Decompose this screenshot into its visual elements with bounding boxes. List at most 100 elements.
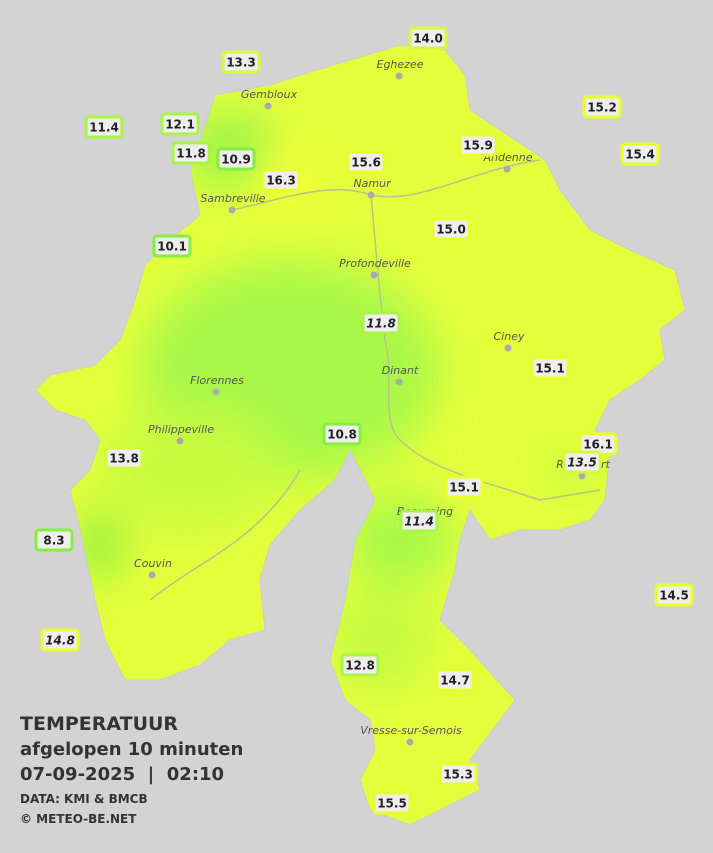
- temperature: 11.8: [366, 317, 396, 331]
- temperature: 11.8: [176, 147, 206, 161]
- temperature: 11.4: [404, 515, 434, 529]
- city-dot: [370, 271, 378, 279]
- station-label: 15.9: [458, 133, 498, 157]
- label-box: [104, 446, 144, 470]
- city-dot: [176, 437, 184, 445]
- city-name: Florennes: [190, 374, 244, 387]
- station-label: 13.5: [562, 450, 602, 474]
- station-label: 14.0: [408, 26, 448, 50]
- label-box: [340, 653, 380, 677]
- station-label: 15.0: [431, 217, 471, 241]
- station-label: 10.9: [216, 147, 256, 171]
- legend-timestamp: 07-09-2025 | 02:10: [20, 764, 224, 785]
- temperature: 10.8: [327, 428, 357, 442]
- city-name: Philippeville: [148, 423, 214, 436]
- city-dot: [212, 388, 220, 396]
- label-box: [40, 628, 80, 652]
- temperature: 14.0: [413, 32, 443, 46]
- legend-source: DATA: KMI & BMCB: [20, 792, 148, 806]
- label-box: [444, 475, 484, 499]
- station-label: 15.5: [372, 791, 412, 815]
- label-box: [582, 95, 622, 119]
- station-label: 14.5: [654, 583, 694, 607]
- station-label: 8.3: [34, 528, 74, 552]
- city-name: Eghezee: [377, 58, 424, 71]
- temperature: 15.1: [535, 362, 565, 376]
- cities: EghezeeGemblouxAndenneNamurSambrevillePr…: [134, 58, 610, 746]
- station-label: 14.8: [40, 628, 80, 652]
- station-label: 15.3: [438, 762, 478, 786]
- label-box: [84, 115, 124, 139]
- city-name: Sambreville: [200, 192, 265, 205]
- temperature: 15.6: [351, 156, 381, 170]
- station-label: 12.1: [160, 112, 200, 136]
- legend: TEMPERATUUR afgelopen 10 minuten 07-09-2…: [20, 713, 243, 826]
- temperature: 15.9: [463, 139, 493, 153]
- label-box: [346, 150, 386, 174]
- city-dot: [395, 378, 403, 386]
- label-box: [152, 234, 192, 258]
- station-label: 14.7: [435, 668, 475, 692]
- temperature: 15.4: [625, 148, 655, 162]
- label-box: [160, 112, 200, 136]
- temperature: 14.8: [45, 634, 75, 648]
- label-box: [431, 217, 471, 241]
- temperature: 16.3: [266, 174, 296, 188]
- temperature: 15.3: [443, 768, 473, 782]
- temperature: 14.7: [440, 674, 470, 688]
- station-label: 15.1: [444, 475, 484, 499]
- legend-title: TEMPERATUUR: [20, 713, 178, 735]
- temperature: 12.8: [345, 659, 375, 673]
- city-name: Namur: [353, 177, 392, 190]
- temperature: 16.1: [583, 438, 613, 452]
- stations: 14.0 13.3 12.1 11.4 11.8 10.9 16.3 15.6 15.9 15.2…: [34, 26, 694, 815]
- label-box: [530, 356, 570, 380]
- temperature: 10.1: [157, 240, 187, 254]
- label-box: [435, 668, 475, 692]
- station-label: 11.8: [361, 311, 401, 335]
- temperature: 13.8: [109, 452, 139, 466]
- label-box: [654, 583, 694, 607]
- station-label: 11.8: [171, 141, 211, 165]
- temperature: 11.4: [89, 121, 119, 135]
- station-label: 16.3: [261, 168, 301, 192]
- city-name: Profondeville: [339, 257, 411, 270]
- station-label: 10.1: [152, 234, 192, 258]
- station-label: 13.8: [104, 446, 144, 470]
- temperature: 15.5: [377, 797, 407, 811]
- station-label: 15.4: [620, 142, 660, 166]
- label-box: [438, 762, 478, 786]
- label-box: [322, 422, 362, 446]
- temperature: 14.5: [659, 589, 689, 603]
- temperature: 8.3: [43, 534, 64, 548]
- temperature: 10.9: [221, 153, 251, 167]
- station-label: 10.8: [322, 422, 362, 446]
- label-box: [221, 50, 261, 74]
- temperature: 13.5: [567, 456, 597, 470]
- legend-subtitle: afgelopen 10 minuten: [20, 739, 243, 760]
- city-name: Couvin: [134, 557, 172, 570]
- city-name: Ciney: [494, 330, 525, 343]
- city-dot: [503, 165, 511, 173]
- station-label: 12.8: [340, 653, 380, 677]
- label-box: [372, 791, 412, 815]
- station-label: 15.1: [530, 356, 570, 380]
- city-name: Gembloux: [241, 88, 298, 101]
- station-label: 13.3: [221, 50, 261, 74]
- city-dot: [367, 191, 375, 199]
- temperature: 12.1: [165, 118, 195, 132]
- city-dot: [264, 102, 272, 110]
- station-label: 11.4: [84, 115, 124, 139]
- temperature: 15.2: [587, 101, 617, 115]
- temperature: 15.0: [436, 223, 466, 237]
- city-dot: [504, 344, 512, 352]
- label-box: [171, 141, 211, 165]
- city-dot: [578, 472, 586, 480]
- label-box: [458, 133, 498, 157]
- city-dot: [395, 72, 403, 80]
- station-label: 15.6: [346, 150, 386, 174]
- label-box: [399, 509, 439, 533]
- label-box: [620, 142, 660, 166]
- temperature: 15.1: [449, 481, 479, 495]
